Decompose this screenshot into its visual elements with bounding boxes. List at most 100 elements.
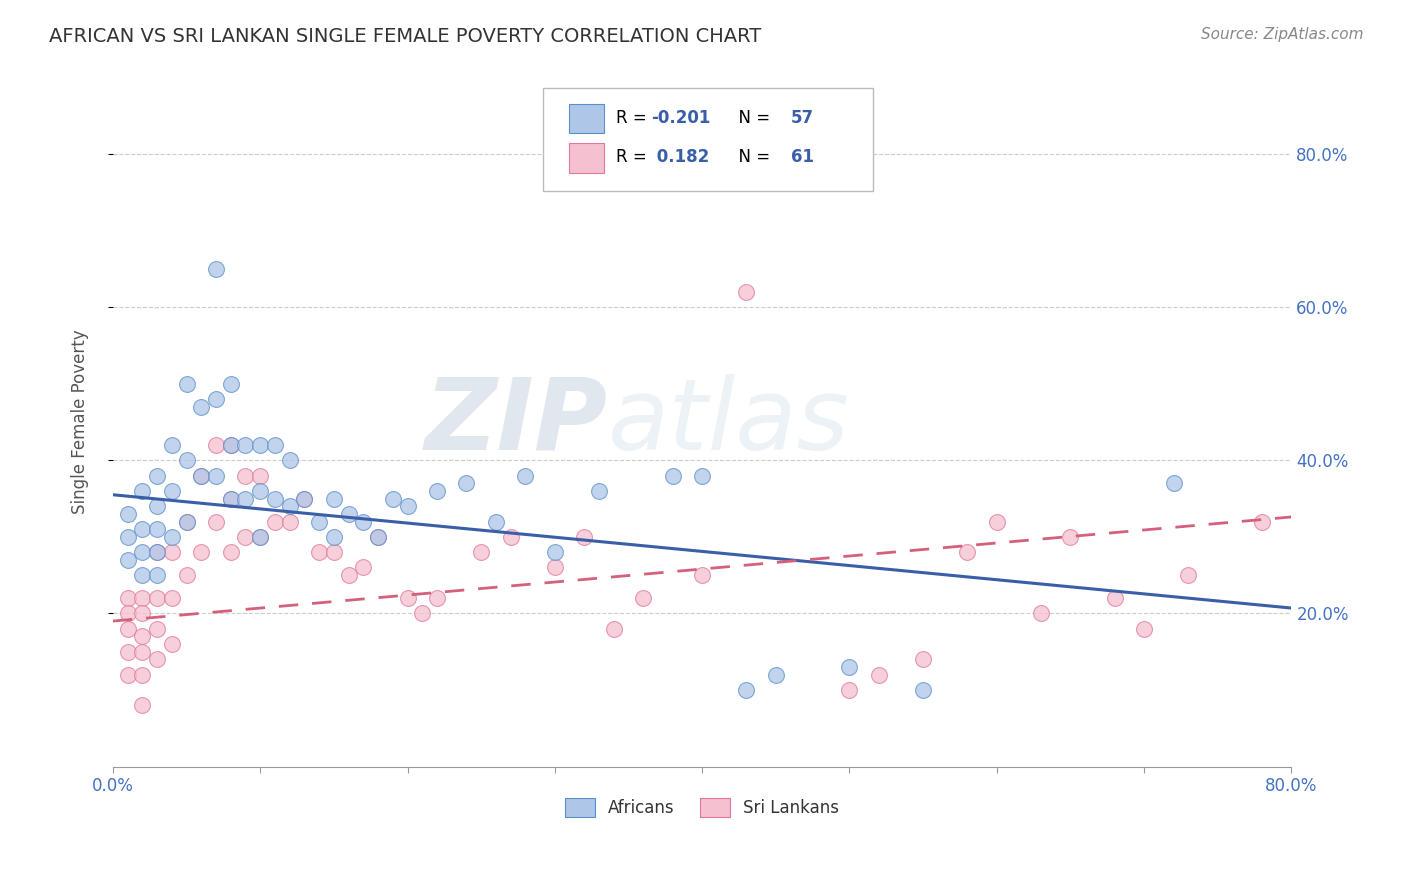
Point xyxy=(367,530,389,544)
Point xyxy=(470,545,492,559)
Bar xyxy=(569,103,605,133)
Point xyxy=(515,468,537,483)
Point xyxy=(117,591,139,606)
Point xyxy=(278,453,301,467)
Point xyxy=(249,438,271,452)
Point xyxy=(117,607,139,621)
Point xyxy=(264,515,287,529)
Point xyxy=(219,438,242,452)
Point xyxy=(1133,622,1156,636)
Point xyxy=(160,438,183,452)
Text: Source: ZipAtlas.com: Source: ZipAtlas.com xyxy=(1201,27,1364,42)
Point xyxy=(205,468,228,483)
Point xyxy=(131,698,153,713)
Point xyxy=(160,591,183,606)
Text: atlas: atlas xyxy=(607,374,849,470)
Point xyxy=(146,522,169,536)
Text: 0.182: 0.182 xyxy=(651,148,710,167)
Point xyxy=(117,622,139,636)
Point xyxy=(146,622,169,636)
Point xyxy=(131,591,153,606)
Text: -0.201: -0.201 xyxy=(651,109,711,127)
Point xyxy=(588,483,610,498)
Point xyxy=(219,491,242,506)
Point xyxy=(146,568,169,582)
Point xyxy=(235,438,257,452)
Point xyxy=(381,491,404,506)
Point xyxy=(235,530,257,544)
Point xyxy=(235,468,257,483)
Text: 57: 57 xyxy=(790,109,814,127)
Point xyxy=(131,645,153,659)
Point xyxy=(322,530,344,544)
Point xyxy=(117,553,139,567)
Point xyxy=(176,568,198,582)
Point xyxy=(205,438,228,452)
Point xyxy=(235,491,257,506)
Text: N =: N = xyxy=(728,148,776,167)
Point xyxy=(1029,607,1052,621)
Point xyxy=(603,622,626,636)
Point xyxy=(160,637,183,651)
Point xyxy=(485,515,508,529)
Point xyxy=(190,545,212,559)
Point xyxy=(131,568,153,582)
Point xyxy=(352,515,374,529)
Point xyxy=(249,530,271,544)
FancyBboxPatch shape xyxy=(543,87,873,191)
Point xyxy=(322,491,344,506)
Point xyxy=(131,607,153,621)
Point xyxy=(146,468,169,483)
Point xyxy=(292,491,315,506)
Point xyxy=(264,438,287,452)
Point xyxy=(117,667,139,681)
Point xyxy=(661,468,683,483)
Point xyxy=(131,522,153,536)
Point xyxy=(146,591,169,606)
Point xyxy=(219,491,242,506)
Point xyxy=(278,515,301,529)
Text: R =: R = xyxy=(616,109,652,127)
Point xyxy=(735,683,758,698)
Point xyxy=(190,468,212,483)
Point xyxy=(631,591,654,606)
Legend: Africans, Sri Lankans: Africans, Sri Lankans xyxy=(558,791,846,823)
Point xyxy=(426,483,449,498)
Point xyxy=(308,545,330,559)
Point xyxy=(176,453,198,467)
Point xyxy=(205,392,228,406)
Point xyxy=(838,683,860,698)
Text: N =: N = xyxy=(728,109,776,127)
Point xyxy=(396,591,419,606)
Point xyxy=(367,530,389,544)
Point xyxy=(986,515,1008,529)
Point xyxy=(176,376,198,391)
Point xyxy=(117,507,139,521)
Point xyxy=(765,667,787,681)
Point xyxy=(249,530,271,544)
Point xyxy=(219,376,242,391)
Text: ZIP: ZIP xyxy=(425,374,607,470)
Point xyxy=(1059,530,1081,544)
Point xyxy=(735,285,758,299)
Point xyxy=(190,400,212,414)
Point xyxy=(131,667,153,681)
Point xyxy=(117,530,139,544)
Point xyxy=(544,545,567,559)
Point xyxy=(544,560,567,574)
Point xyxy=(176,515,198,529)
Point xyxy=(278,500,301,514)
Point xyxy=(690,568,713,582)
Point xyxy=(838,660,860,674)
Point xyxy=(146,545,169,559)
Point xyxy=(219,545,242,559)
Point xyxy=(146,500,169,514)
Bar xyxy=(569,143,605,173)
Text: R =: R = xyxy=(616,148,652,167)
Point xyxy=(1177,568,1199,582)
Point xyxy=(912,652,935,666)
Point xyxy=(264,491,287,506)
Point xyxy=(1163,476,1185,491)
Point xyxy=(956,545,979,559)
Point xyxy=(219,438,242,452)
